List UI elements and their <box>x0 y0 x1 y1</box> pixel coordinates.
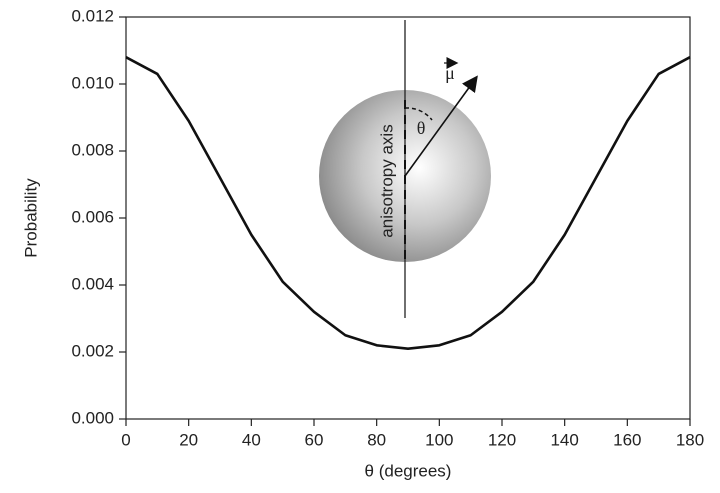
x-axis-label: θ (degrees) <box>365 461 452 480</box>
x-tick-label: 80 <box>367 430 386 449</box>
inset-diagram: μ θ anisotropy axis <box>319 20 491 318</box>
y-axis-label: Probability <box>21 178 40 258</box>
x-tick-label: 60 <box>305 430 324 449</box>
y-tick-label: 0.000 <box>71 408 114 427</box>
theta-label: θ <box>417 118 426 138</box>
y-tick-label: 0.006 <box>71 207 114 226</box>
x-tick-label: 120 <box>488 430 516 449</box>
moment-arrow <box>404 75 478 177</box>
x-tick-label: 100 <box>425 430 453 449</box>
y-tick-label: 0.010 <box>71 73 114 92</box>
angle-arc <box>404 107 433 121</box>
y-tick-label: 0.012 <box>71 6 114 25</box>
y-tick-label: 0.004 <box>71 274 114 293</box>
x-tick-label: 140 <box>550 430 578 449</box>
x-tick-label: 0 <box>121 430 130 449</box>
axis-annotation: anisotropy axis <box>377 124 396 237</box>
mu-label: μ <box>445 63 455 83</box>
y-tick-label: 0.002 <box>71 341 114 360</box>
x-tick-label: 20 <box>179 430 198 449</box>
x-tick-label: 40 <box>242 430 261 449</box>
x-tick-label: 180 <box>676 430 704 449</box>
data-line <box>125 56 691 350</box>
y-tick-label: 0.008 <box>71 140 114 159</box>
x-tick-label: 160 <box>613 430 641 449</box>
